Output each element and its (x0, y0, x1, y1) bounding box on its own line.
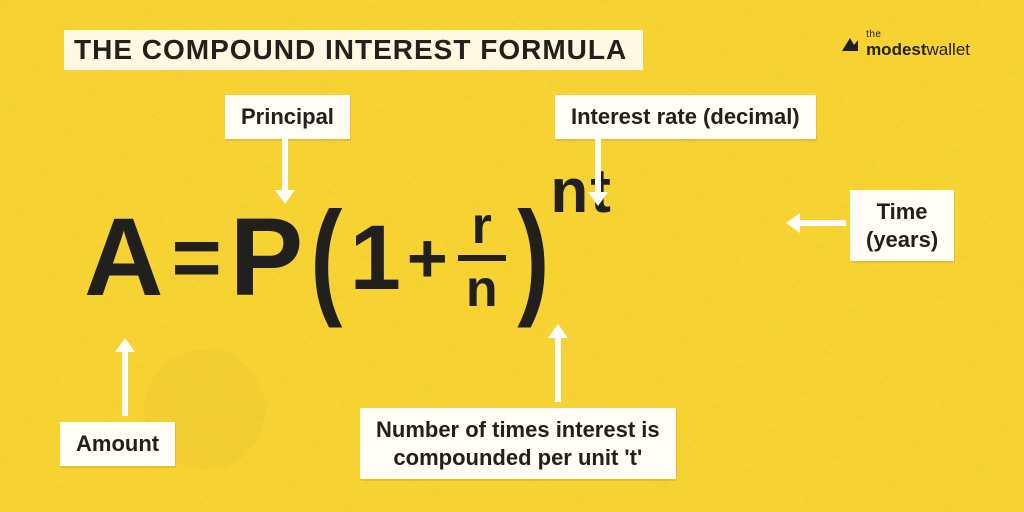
formula-P: P (230, 203, 303, 313)
formula-rparen: ) (516, 207, 551, 309)
wallet-icon (840, 35, 860, 55)
label-rate: Interest rate (decimal) (555, 95, 816, 139)
formula-lparen: ( (309, 207, 344, 309)
brand-prefix: the (866, 30, 970, 40)
label-amount: Amount (60, 422, 175, 466)
label-principal: Principal (225, 95, 350, 139)
formula-n: n (466, 265, 498, 314)
formula-plus: + (401, 223, 454, 293)
brand-logo: the modestwallet (840, 30, 970, 60)
formula-one: 1 (350, 212, 401, 304)
arrow-amount (122, 350, 128, 416)
formula-eq: = (163, 215, 229, 301)
formula-A: A (84, 203, 163, 313)
label-compounds: Number of times interest is compounded p… (360, 408, 676, 479)
arrow-principal (282, 134, 288, 192)
infographic-canvas: THE COMPOUND INTEREST FORMULA the modest… (0, 0, 1024, 512)
label-time: Time (years) (850, 190, 954, 261)
brand-name: modestwallet (866, 40, 970, 59)
formula-fraction: r n (454, 202, 510, 315)
formula: A = P ( 1 + r n ) nt (84, 202, 613, 315)
arrow-rate (595, 134, 601, 194)
page-title: THE COMPOUND INTEREST FORMULA (64, 30, 643, 70)
formula-r: r (472, 202, 492, 251)
arrow-time (798, 220, 846, 226)
arrow-compounds (555, 336, 561, 402)
